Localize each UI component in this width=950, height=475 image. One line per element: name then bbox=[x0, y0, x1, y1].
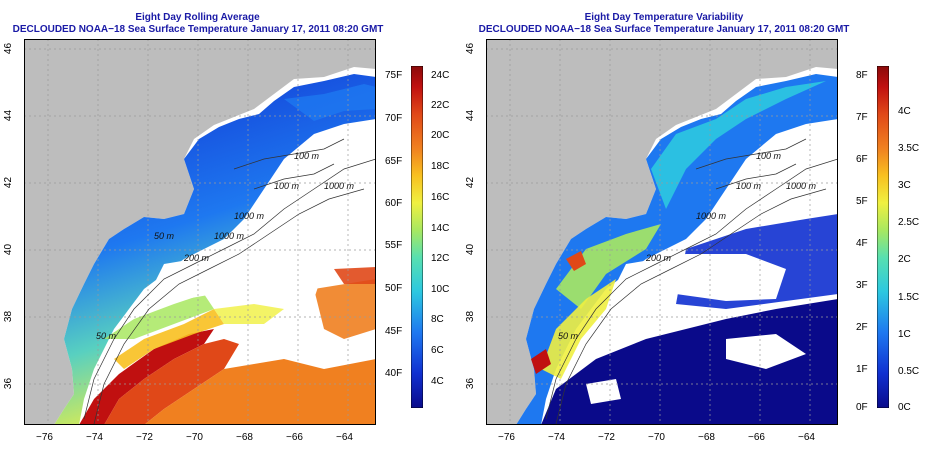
cb-label: 6F bbox=[856, 154, 868, 165]
right-ytick: 42 bbox=[465, 176, 477, 189]
left-xtick: −68 bbox=[236, 432, 253, 443]
left-colorbar bbox=[411, 66, 423, 408]
right-title-line2: DECLOUDED NOAA−18 Sea Surface Temperatur… bbox=[478, 24, 850, 35]
left-sst-average-map: 100 m 1000 m 100 m 1000 m 200 m 50 m 50 … bbox=[24, 39, 376, 425]
cb-label: 5F bbox=[856, 196, 868, 207]
left-xtick: −76 bbox=[36, 432, 53, 443]
cb-label: 14C bbox=[431, 223, 450, 234]
right-contour-label-1000m-a: 1000 m bbox=[786, 181, 817, 191]
cb-label: 20C bbox=[431, 130, 450, 141]
right-xtick: −72 bbox=[598, 432, 615, 443]
right-ytick: 44 bbox=[465, 109, 477, 122]
cb-label: 60F bbox=[385, 198, 403, 209]
cb-label: 1C bbox=[898, 329, 911, 340]
right-contour-label-200m: 200 m bbox=[645, 253, 672, 263]
cb-label: 8C bbox=[431, 314, 444, 325]
right-contour-label-100m-a: 100 m bbox=[756, 151, 782, 161]
cb-label: 70F bbox=[385, 113, 403, 124]
cb-label: 16C bbox=[431, 192, 450, 203]
left-contour-label-50m-a: 50 m bbox=[154, 231, 175, 241]
cb-label: 75F bbox=[385, 70, 403, 81]
left-contour-label-1000m-c: 1000 m bbox=[214, 231, 245, 241]
left-bathymetry-contours bbox=[83, 138, 376, 425]
cb-label: 24C bbox=[431, 70, 450, 81]
cb-label: 4C bbox=[898, 106, 911, 117]
right-sst-variability-map: 100 m 1000 m 100 m 1000 m 200 m 50 m bbox=[486, 39, 838, 425]
left-gulf-stream-warm-band bbox=[79, 329, 214, 425]
left-contour-label-200m: 200 m bbox=[183, 253, 210, 263]
left-xtick: −66 bbox=[286, 432, 303, 443]
cb-label: 40F bbox=[385, 368, 403, 379]
cb-label: 7F bbox=[856, 112, 868, 123]
left-contour-label-1000m-b: 1000 m bbox=[234, 211, 265, 221]
left-land-north bbox=[24, 39, 376, 425]
right-ytick: 40 bbox=[465, 243, 477, 256]
left-contour-label-50m-b: 50 m bbox=[96, 331, 117, 341]
cb-label: 50F bbox=[385, 283, 403, 294]
left-ytick: 40 bbox=[3, 243, 15, 256]
left-ytick: 38 bbox=[3, 310, 15, 323]
left-ytick: 44 bbox=[3, 109, 15, 122]
right-graticule bbox=[486, 39, 838, 425]
left-xtick: −72 bbox=[136, 432, 153, 443]
left-xtick: −64 bbox=[336, 432, 353, 443]
cb-label: 0C bbox=[898, 402, 911, 413]
left-title-line2: DECLOUDED NOAA−18 Sea Surface Temperatur… bbox=[12, 24, 384, 35]
cb-label: 65F bbox=[385, 156, 403, 167]
cb-label: 3C bbox=[898, 180, 911, 191]
left-xtick: −74 bbox=[86, 432, 103, 443]
cb-label: 0F bbox=[856, 402, 868, 413]
cb-label: 45F bbox=[385, 326, 403, 337]
left-contour-label-100m-b: 100 m bbox=[274, 181, 300, 191]
cb-label: 3.5C bbox=[898, 143, 920, 154]
right-xtick: −76 bbox=[498, 432, 515, 443]
cb-label: 1.5C bbox=[898, 292, 920, 303]
cb-label: 4C bbox=[431, 376, 444, 387]
cb-label: 0.5C bbox=[898, 366, 920, 377]
cb-label: 2F bbox=[856, 322, 868, 333]
right-colorbar bbox=[877, 66, 889, 408]
cb-label: 18C bbox=[431, 161, 450, 172]
right-ytick: 38 bbox=[465, 310, 477, 323]
right-xtick: −66 bbox=[748, 432, 765, 443]
right-ytick: 46 bbox=[465, 42, 477, 55]
cb-label: 4F bbox=[856, 238, 868, 249]
left-contour-label-1000m-a: 1000 m bbox=[324, 181, 355, 191]
left-ytick: 46 bbox=[3, 42, 15, 55]
cb-label: 2C bbox=[898, 254, 911, 265]
right-contour-label-1000m-b: 1000 m bbox=[696, 211, 727, 221]
cb-label: 6C bbox=[431, 345, 444, 356]
right-xtick: −70 bbox=[648, 432, 665, 443]
right-ytick: 36 bbox=[465, 377, 477, 390]
cb-label: 12C bbox=[431, 253, 450, 264]
right-bathymetry-contours bbox=[545, 138, 838, 425]
cb-label: 8F bbox=[856, 70, 868, 81]
left-ytick: 42 bbox=[3, 176, 15, 189]
right-title-line1: Eight Day Temperature Variability bbox=[584, 12, 744, 23]
left-ytick: 36 bbox=[3, 377, 15, 390]
right-xtick: −64 bbox=[798, 432, 815, 443]
right-xtick: −68 bbox=[698, 432, 715, 443]
right-xtick: −74 bbox=[548, 432, 565, 443]
cb-label: 55F bbox=[385, 240, 403, 251]
cb-label: 3F bbox=[856, 280, 868, 291]
cb-label: 22C bbox=[431, 100, 450, 111]
right-contour-label-50m: 50 m bbox=[558, 331, 579, 341]
left-graticule bbox=[24, 39, 376, 425]
right-land-north bbox=[486, 39, 838, 425]
left-title-line1: Eight Day Rolling Average bbox=[135, 12, 260, 23]
left-xtick: −70 bbox=[186, 432, 203, 443]
cb-label: 1F bbox=[856, 364, 868, 375]
left-contour-label-100m-a: 100 m bbox=[294, 151, 320, 161]
cb-label: 2.5C bbox=[898, 217, 920, 228]
cb-label: 10C bbox=[431, 284, 450, 295]
right-contour-label-100m-b: 100 m bbox=[736, 181, 762, 191]
